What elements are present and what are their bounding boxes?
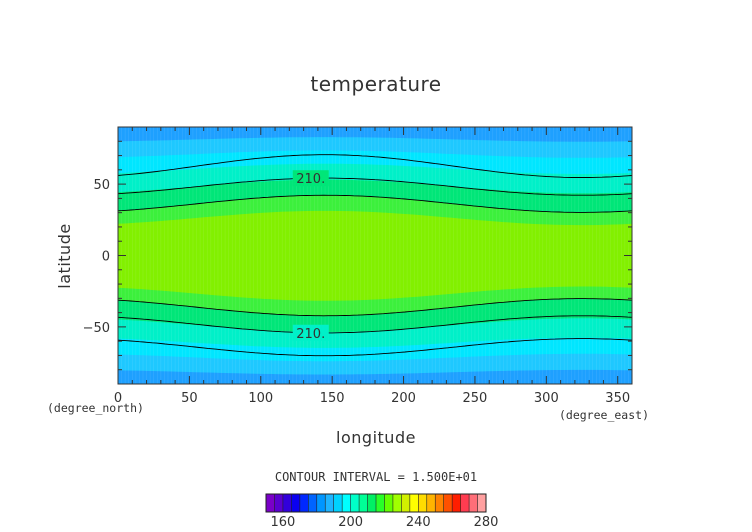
x-tick-label: 100 [248,391,273,406]
x-tick-label: 250 [463,391,488,406]
x-tick-label: 350 [605,391,630,406]
colorbar-swatch [274,494,284,512]
contour-interval-label: CONTOUR INTERVAL = 1.500E+01 [275,470,477,484]
colorbar-swatch [460,494,470,512]
x-axis-title: longitude [336,428,416,447]
colorbar-swatch [325,494,334,512]
x-tick-label: 200 [391,391,416,406]
x-tick-label: 150 [320,391,345,406]
colorbar-swatch [409,494,419,512]
contour-label-bg [292,170,329,187]
plot-area: 210. 210. 0 50 100 150 200 250 300 350 −50 0 50 [83,126,633,406]
colorbar-swatch [452,494,461,512]
y-unit-label: (degree_north) [47,401,144,415]
colorbar-swatch [342,494,351,512]
colorbar-tick-label: 200 [338,515,363,530]
colorbar-swatch [384,494,394,512]
colorbar-swatch [435,494,444,512]
contour-line-5 [118,338,632,357]
colorbar-swatch [299,494,309,512]
colorbar-swatch [308,494,318,512]
x-unit-label: (degree_east) [559,408,649,422]
x-tick-label: 50 [181,391,198,406]
colorbar-swatch [469,494,478,512]
y-tick-label: 50 [93,178,110,193]
contour-line-4 [118,315,632,334]
colorbar-swatch [291,494,301,512]
colorbar-swatch [418,494,428,512]
colorbar-swatch [359,494,368,512]
colorbar-swatch [426,494,436,512]
x-tick-label: 300 [534,391,559,406]
y-axis-title: latitude [55,223,74,288]
colorbar-swatch [350,494,360,512]
contour-line-3 [118,298,632,317]
colorbar-swatch [401,494,411,512]
colorbar-swatch [376,494,385,512]
colorbar-swatch [266,494,275,512]
colorbar-tick-label: 280 [474,515,499,530]
colorbar-swatch [477,494,487,512]
contour-line-2 [118,194,632,213]
contour-line-0 [118,154,632,178]
contour-label: 210. [296,327,325,342]
contour-label: 210. [296,172,325,187]
colorbar-swatch [367,494,377,512]
colorbar: 160 200 240 280 [265,493,499,530]
chart-title: temperature [310,72,441,96]
contour-line-1 [118,177,632,196]
colorbar-swatch [282,494,292,512]
y-tick-label: −50 [83,321,110,336]
colorbar-tick-label: 160 [271,515,296,530]
colorbar-swatch [316,494,326,512]
colorbar-swatch [392,494,402,512]
y-tick-label: 0 [102,250,110,265]
x-tick-label: 0 [114,391,122,406]
contour-label-bg [292,324,329,341]
colorbar-swatch [333,494,343,512]
colorbar-frame [265,493,487,513]
colorbar-swatch [443,494,453,512]
colorbar-tick-label: 240 [406,515,431,530]
